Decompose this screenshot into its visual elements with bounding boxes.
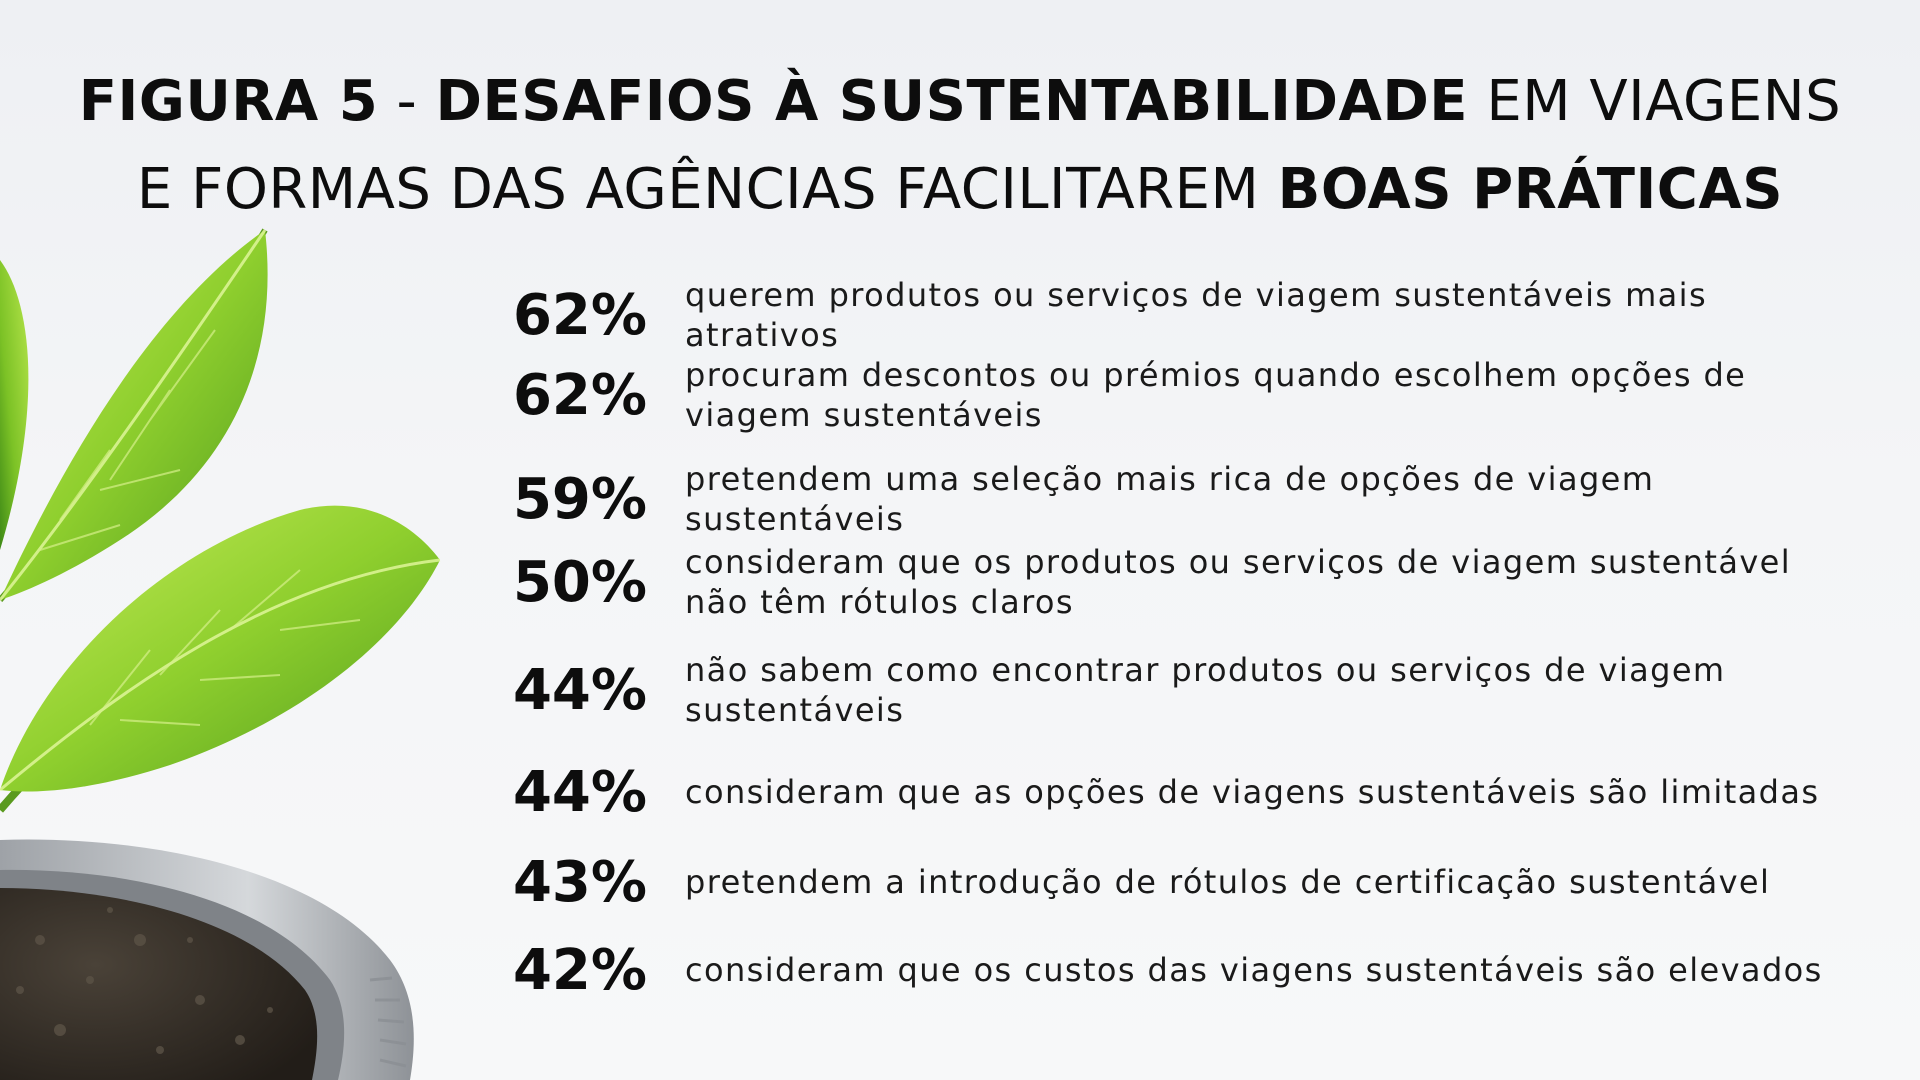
title-emphasis-good-practices: BOAS PRÁTICAS — [1277, 157, 1784, 222]
pot-soil — [0, 888, 318, 1080]
stat-description: pretendem uma seleção mais rica de opçõe… — [685, 460, 1655, 538]
stat-percent: 59% — [512, 466, 648, 532]
stat-description: não sabem como encontrar produtos ou ser… — [685, 651, 1726, 729]
upper-leaf-vein — [0, 229, 267, 601]
stat-row: 43% pretendem a introdução de rótulos de… — [495, 842, 1895, 922]
stat-description: querem produtos ou serviços de viagem su… — [685, 276, 1708, 354]
title-emphasis-challenges: DESAFIOS À SUSTENTABILIDADE — [435, 69, 1469, 134]
stat-row: 42% consideram que os custos das viagens… — [495, 930, 1895, 1010]
stat-percent: 44% — [512, 759, 648, 825]
figure-title: FIGURA 5 - DESAFIOS À SUSTENTABILIDADE E… — [0, 58, 1920, 234]
stat-row: 50% consideram que os produtos ou serviç… — [495, 537, 1895, 627]
stat-row: 62% querem produtos ou serviços de viage… — [495, 275, 1895, 355]
stat-description: procuram descontos ou prémios quando esc… — [685, 356, 1747, 434]
stat-percent: 62% — [512, 362, 648, 428]
stat-description: consideram que os produtos ou serviços d… — [685, 543, 1792, 621]
stat-description: pretendem a introdução de rótulos de cer… — [685, 863, 1771, 901]
title-agencies-text: E FORMAS DAS AGÊNCIAS FACILITAREM — [136, 157, 1278, 222]
stat-percent: 50% — [512, 549, 648, 615]
soil-texture — [16, 907, 273, 1054]
stat-description: consideram que as opções de viagens sust… — [685, 773, 1820, 811]
lower-leaf-vein — [0, 558, 441, 792]
title-line-1: FIGURA 5 - DESAFIOS À SUSTENTABILIDADE E… — [0, 58, 1920, 146]
plant-illustration — [0, 228, 441, 1080]
pot-ridges — [369, 976, 407, 1068]
stat-percent: 44% — [512, 657, 648, 723]
stat-row: 44% consideram que as opções de viagens … — [495, 752, 1895, 832]
lower-leaf — [0, 505, 440, 792]
stat-row: 62% procuram descontos ou prémios quando… — [495, 350, 1895, 440]
stat-percent: 62% — [512, 282, 648, 348]
stat-percent: 42% — [512, 937, 648, 1003]
title-line-2: E FORMAS DAS AGÊNCIAS FACILITAREM BOAS P… — [0, 146, 1920, 234]
stat-percent: 43% — [512, 849, 648, 915]
stat-description: consideram que os custos das viagens sus… — [685, 951, 1823, 989]
stat-row: 59% pretendem uma seleção mais rica de o… — [495, 460, 1895, 538]
title-separator: - — [378, 69, 436, 134]
edge-leaf — [0, 260, 29, 550]
title-travel-text: EM VIAGENS — [1468, 69, 1842, 134]
stat-row: 44% não sabem como encontrar produtos ou… — [495, 645, 1895, 735]
title-figure-label: FIGURA 5 — [78, 69, 379, 134]
